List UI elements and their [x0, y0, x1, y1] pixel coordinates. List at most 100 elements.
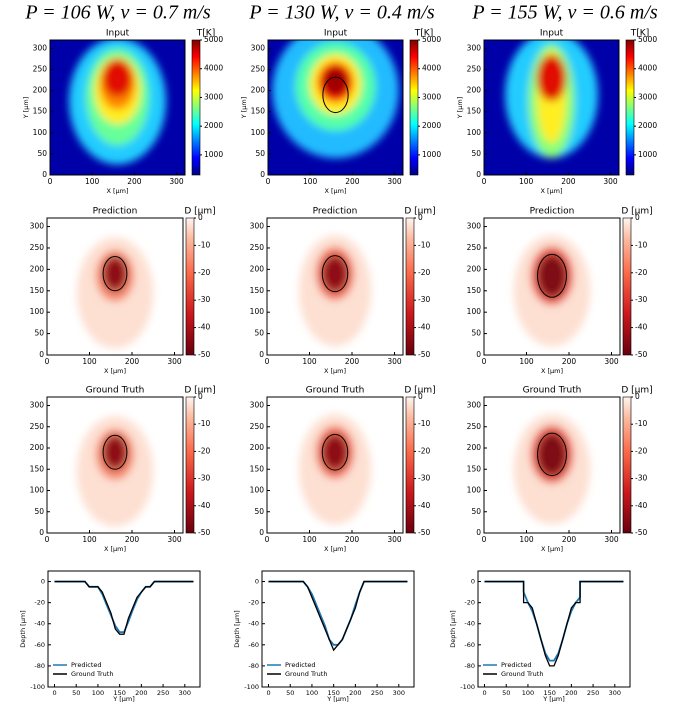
x-tick-label: 100 [85, 177, 100, 186]
y-tick-label: 250 [467, 65, 482, 74]
legend-label: Ground Truth [285, 670, 327, 678]
x-tick-label: 200 [561, 177, 576, 186]
plot-frame [261, 570, 415, 688]
x-tick-label: 200 [562, 535, 577, 544]
y-tick-label: 200 [251, 86, 266, 95]
y-tick-label: 0 [471, 578, 475, 586]
y-tick-label: -60 [34, 641, 45, 649]
heatmap-field [513, 235, 591, 347]
y-tick-label: 250 [250, 243, 265, 252]
colorbar [191, 39, 201, 176]
y-tick-label: -80 [34, 662, 45, 670]
y-tick-label: 150 [467, 107, 482, 116]
colorbar-tick-label: -20 [635, 268, 647, 277]
x-tick-label: 300 [169, 177, 184, 186]
colorbar-tick-label: -10 [635, 419, 647, 428]
plot-frame [46, 217, 184, 356]
y-tick-label: 0 [39, 528, 44, 537]
colorbar-tick-label: 0 [198, 392, 203, 401]
field-blob [102, 58, 133, 97]
x-tick-label: 150 [113, 689, 125, 697]
plot-frame [46, 396, 184, 534]
y-tick-label: -40 [34, 620, 45, 628]
y-tick-label: 100 [251, 128, 266, 137]
colorbar-tick-label: 0 [635, 392, 640, 401]
y-tick-label: 50 [471, 329, 481, 338]
colorbar-label: D [μm] [621, 207, 652, 217]
heatmap-field [298, 235, 372, 347]
y-tick-label: 150 [30, 464, 45, 473]
x-axis-label: X [μm] [324, 367, 346, 375]
panel-title: Input [106, 29, 130, 39]
colorbar-tick-label: -10 [198, 240, 210, 249]
x-tick-label: 100 [522, 689, 534, 697]
y-tick-label: 50 [471, 507, 481, 516]
y-tick-label: 250 [467, 243, 482, 252]
heatmap-field [505, 40, 598, 159]
y-tick-label: 100 [250, 486, 265, 495]
heatmap-image [267, 397, 403, 533]
y-tick-label: 150 [30, 286, 45, 295]
colorbar-label: D [μm] [621, 386, 652, 396]
colorbar-tick-label: 4000 [638, 64, 657, 73]
y-tick-label: 250 [30, 243, 45, 252]
colorbar-tick-label: -10 [635, 240, 647, 249]
field-blob [322, 67, 349, 96]
x-tick-label: 100 [302, 357, 317, 366]
colorbar-tick-label: -20 [198, 446, 210, 455]
plot-frame [49, 39, 186, 176]
heatmap-image [484, 218, 620, 355]
colorbar-label: T[K] [630, 29, 649, 39]
x-tick-label: 300 [603, 177, 618, 186]
x-tick-label: 250 [157, 689, 169, 697]
colorbar [405, 217, 415, 356]
x-tick-label: 200 [345, 177, 360, 186]
x-tick-label: 0 [265, 535, 270, 544]
y-tick-label: 100 [33, 128, 48, 137]
x-tick-label: 100 [82, 535, 97, 544]
column-title: P = 155 W, v = 0.6 m/s [471, 2, 658, 24]
x-tick-label: 0 [48, 177, 53, 186]
panel-title: Ground Truth [86, 386, 145, 396]
y-tick-label: 100 [467, 128, 482, 137]
x-tick-label: 200 [127, 177, 142, 186]
y-tick-label: 250 [467, 422, 482, 431]
colorbar-tick-label: -40 [418, 501, 430, 510]
y-tick-label: 200 [250, 443, 265, 452]
x-tick-label: 50 [502, 689, 510, 697]
x-tick-label: 0 [266, 689, 270, 697]
y-tick-label: 300 [467, 401, 482, 410]
y-tick-label: 0 [476, 170, 481, 179]
colorbar-tick-label: 2000 [204, 121, 223, 130]
plot-frame [267, 39, 404, 176]
y-tick-label: -20 [248, 599, 259, 607]
x-tick-label: 0 [45, 357, 50, 366]
y-tick-label: 0 [39, 350, 44, 359]
heatmap-field [298, 414, 372, 525]
y-tick-label: -100 [30, 683, 45, 691]
colorbar [409, 39, 419, 176]
colorbar-tick-label: 1000 [422, 150, 441, 159]
field-blob [536, 54, 567, 102]
colorbar-tick-label: 0 [198, 213, 203, 222]
colorbar-tick-label: 1000 [638, 150, 657, 159]
panel-title: Prediction [313, 207, 358, 217]
x-tick-label: 100 [519, 177, 534, 186]
colorbar-tick-label: -50 [635, 528, 647, 537]
column-title: P = 106 W, v = 0.7 m/s [24, 2, 211, 24]
y-tick-label: 150 [250, 286, 265, 295]
y-tick-label: 50 [254, 507, 264, 516]
y-tick-label: 0 [259, 350, 264, 359]
y-tick-label: 300 [251, 43, 266, 52]
plot-frame [266, 396, 404, 534]
colorbar-tick-label: 3000 [204, 92, 223, 101]
x-axis-label: X [μm] [540, 187, 562, 195]
colorbar-tick-label: -20 [418, 268, 430, 277]
colorbar-tick-label: -50 [418, 350, 430, 359]
colorbar-tick-label: 4000 [204, 64, 223, 73]
legend-label: Predicted [71, 661, 102, 669]
x-tick-label: 150 [543, 689, 555, 697]
x-tick-label: 300 [393, 689, 405, 697]
y-tick-label: 100 [467, 486, 482, 495]
